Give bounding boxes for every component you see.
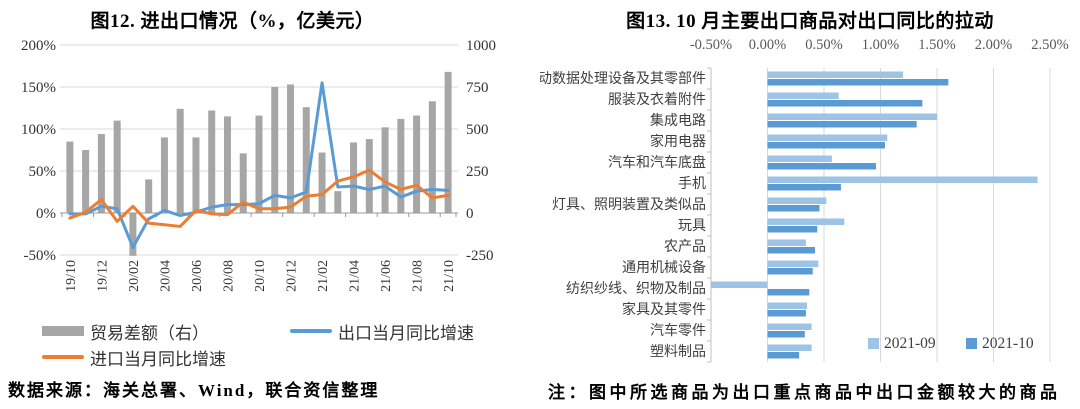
svg-text:19/12: 19/12 — [95, 260, 110, 292]
category-labels: 自动数据处理设备及其零部件服装及衣着附件集成电路家用电器汽车和汽车底盘手机灯具、… — [540, 70, 706, 360]
svg-text:21/04: 21/04 — [348, 260, 363, 292]
svg-text:0: 0 — [466, 206, 474, 222]
legend-item-trade-balance: 贸易差额（右） — [42, 319, 290, 344]
category-axis — [707, 67, 712, 363]
svg-text:自动数据处理设备及其零部件: 自动数据处理设备及其零部件 — [540, 70, 706, 87]
svg-text:灯具、照明装置及类似品: 灯具、照明装置及类似品 — [552, 197, 706, 213]
svg-text:塑料制品: 塑料制品 — [650, 344, 706, 360]
svg-text:-0.50%: -0.50% — [690, 37, 732, 53]
svg-text:21/10: 21/10 — [442, 260, 457, 292]
svg-text:家用电器: 家用电器 — [650, 133, 706, 150]
import-export-chart: 200% 1000 150% 750 100% 500 50% 250 0% 0 -50% -250 1… — [21, 38, 496, 292]
trade-balance-bars — [66, 71, 452, 256]
chart-footnote: 注：图中所选商品为出口重点商品中出口金额较大的商品 — [548, 383, 1061, 402]
export-growth-line — [68, 81, 450, 249]
x-tick-labels: 19/10 19/12 20/02 20/04 20/06 20/08 20/10 20/12… — [64, 260, 457, 292]
bars-2021-10 — [767, 79, 949, 359]
svg-text:750: 750 — [466, 80, 489, 96]
svg-text:1000: 1000 — [466, 38, 496, 54]
svg-text:200%: 200% — [21, 38, 56, 54]
svg-text:100%: 100% — [21, 122, 56, 138]
svg-text:2021-10: 2021-10 — [982, 335, 1034, 352]
import-export-chart-panel: 图12. 进出口情况（%，亿美元） 200% 1000 150% 750 100% 500… — [8, 11, 512, 400]
svg-text:50%: 50% — [29, 164, 57, 180]
svg-text:20/12: 20/12 — [285, 260, 300, 292]
svg-text:20/02: 20/02 — [127, 260, 142, 292]
svg-text:20/06: 20/06 — [190, 260, 205, 292]
svg-text:250: 250 — [466, 164, 489, 180]
legend-item-import-growth: 进口当月同比增速 — [42, 345, 226, 370]
svg-text:20/04: 20/04 — [158, 260, 173, 292]
svg-text:服装及衣着附件: 服装及衣着附件 — [608, 92, 706, 108]
svg-text:1.50%: 1.50% — [918, 37, 955, 53]
svg-text:玩具: 玩具 — [678, 219, 706, 234]
svg-text:-250: -250 — [466, 248, 494, 264]
import-line-swatch — [42, 355, 84, 359]
svg-text:汽车零件: 汽车零件 — [650, 322, 706, 339]
right-chart-legend: 2021-09 2021-10 — [868, 335, 1034, 352]
svg-text:21/02: 21/02 — [316, 260, 331, 292]
svg-text:20/10: 20/10 — [253, 260, 268, 292]
svg-text:500: 500 — [466, 122, 489, 138]
svg-text:21/08: 21/08 — [411, 260, 426, 292]
import-growth-line — [68, 168, 450, 228]
svg-text:21/06: 21/06 — [379, 260, 394, 292]
svg-text:-50%: -50% — [24, 248, 57, 264]
legend-label-import-growth: 进口当月同比增速 — [90, 349, 226, 369]
svg-text:20/08: 20/08 — [221, 260, 236, 292]
right-chart-title: 图13. 10 月主要出口商品对出口同比的拉动 — [626, 11, 994, 32]
export-pull-chart: -0.50% 0.00% 0.50% 1.00% 1.50% 2.00% 2.50% 自动数据… — [540, 37, 1069, 363]
trade-balance-swatch — [42, 326, 84, 336]
svg-text:家具及其零件: 家具及其零件 — [622, 301, 706, 318]
svg-text:2.50%: 2.50% — [1031, 37, 1068, 53]
svg-text:集成电路: 集成电路 — [650, 112, 706, 129]
svg-text:0.50%: 0.50% — [805, 37, 842, 53]
export-pull-chart-panel: 图13. 10 月主要出口商品对出口同比的拉动 -0.50% 0.00% 0.50%… — [540, 0, 1080, 409]
svg-text:纺织纱线、织物及制品: 纺织纱线、织物及制品 — [566, 281, 706, 297]
svg-text:1.00%: 1.00% — [862, 37, 899, 53]
svg-text:19/10: 19/10 — [64, 260, 79, 292]
export-line-swatch — [290, 329, 332, 333]
svg-text:手机: 手机 — [678, 176, 706, 192]
left-chart-legend: 贸易差额（右） 出口当月同比增速 进口当月同比增速 — [42, 318, 512, 370]
legend-item-export-growth: 出口当月同比增速 — [290, 319, 474, 344]
svg-text:2021-09: 2021-09 — [884, 335, 936, 352]
data-source-note: 数据来源：海关总署、Wind，联合资信整理 — [8, 381, 380, 400]
gridlines: -0.50% 0.00% 0.50% 1.00% 1.50% 2.00% 2.50% — [690, 37, 1069, 362]
svg-text:2.00%: 2.00% — [975, 37, 1012, 53]
svg-text:汽车和汽车底盘: 汽车和汽车底盘 — [608, 154, 706, 171]
legend-label-export-growth: 出口当月同比增速 — [338, 323, 474, 343]
bars-2021-09 — [711, 71, 1038, 351]
svg-text:0.00%: 0.00% — [749, 37, 786, 53]
svg-text:150%: 150% — [21, 80, 56, 96]
svg-text:农产品: 农产品 — [664, 239, 706, 255]
left-chart-title: 图12. 进出口情况（%，亿美元） — [90, 11, 375, 32]
legend-label-trade-balance: 贸易差额（右） — [90, 323, 209, 343]
svg-text:通用机械设备: 通用机械设备 — [622, 259, 706, 276]
svg-text:0%: 0% — [36, 206, 56, 222]
